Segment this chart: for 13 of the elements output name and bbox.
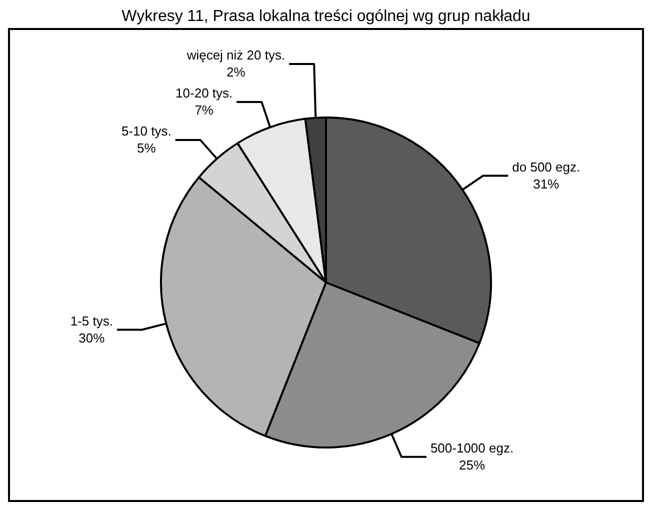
data-label: 5% bbox=[137, 140, 156, 156]
slice-label: 500-1000 egz. bbox=[430, 440, 514, 456]
slice-label: więcej niż 20 tys. bbox=[186, 48, 286, 63]
data-label: 2% bbox=[226, 64, 246, 80]
chart-title: Wykresy 11, Prasa lokalna treści ogólnej wg grup nakładu bbox=[120, 8, 532, 26]
slice-label: 1-5 tys. bbox=[70, 313, 113, 328]
data-label: 25% bbox=[459, 457, 486, 472]
data-label: 30% bbox=[78, 330, 106, 346]
data-label: 31% bbox=[533, 176, 560, 192]
slice-label: do 500 egz. bbox=[512, 159, 580, 174]
slice-label: 5-10 tys. bbox=[121, 124, 172, 139]
data-label: 7% bbox=[194, 102, 214, 118]
slice-label: 10-20 tys. bbox=[176, 86, 233, 101]
